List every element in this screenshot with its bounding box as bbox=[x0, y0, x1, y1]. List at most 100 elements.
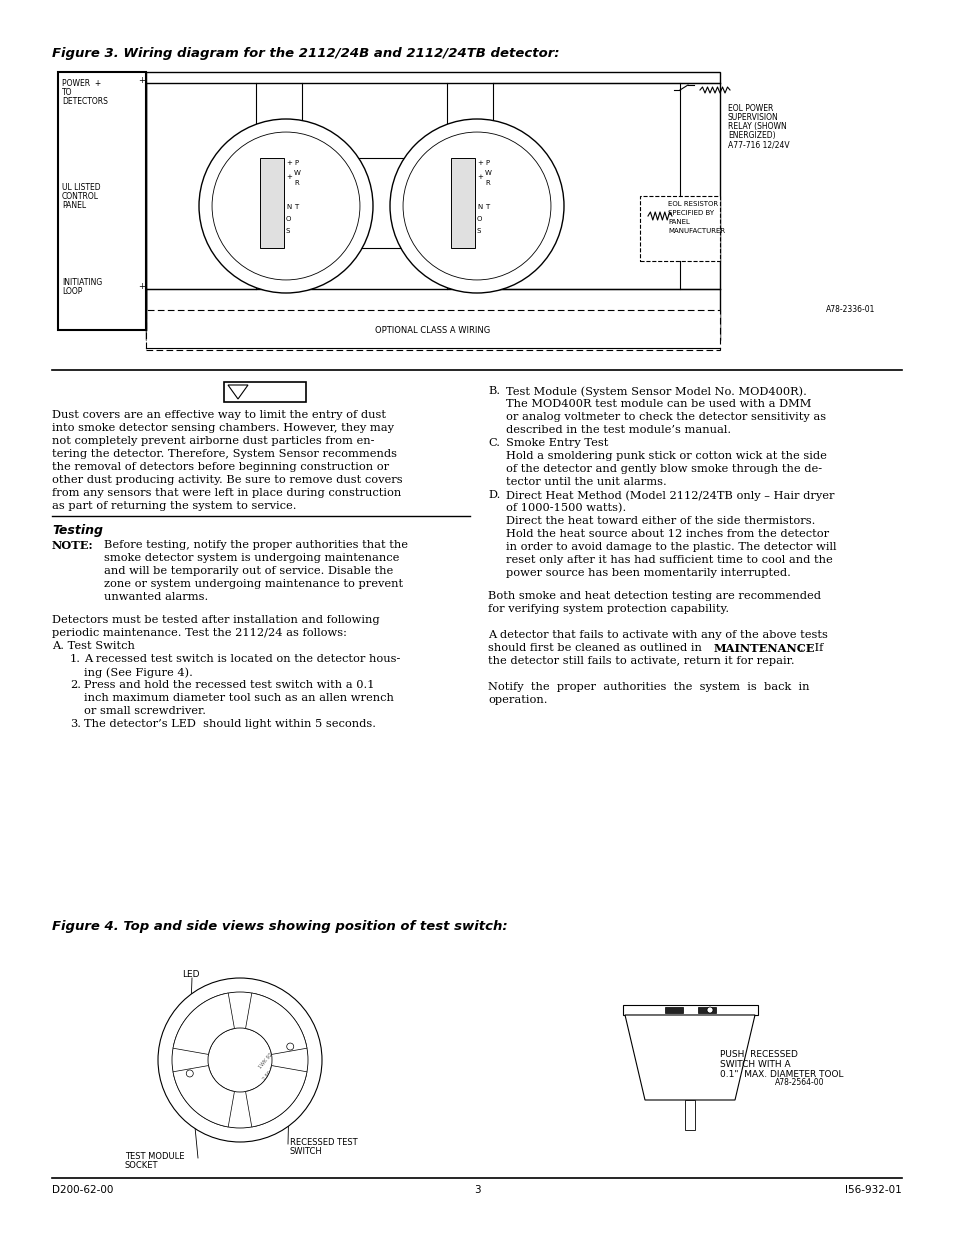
Text: A78-2336-01: A78-2336-01 bbox=[825, 305, 875, 314]
Text: Both smoke and heat detection testing are recommended: Both smoke and heat detection testing ar… bbox=[488, 592, 821, 601]
Text: LOOP: LOOP bbox=[62, 287, 82, 296]
Text: not completely prevent airborne dust particles from en-: not completely prevent airborne dust par… bbox=[52, 436, 375, 446]
Text: periodic maintenance. Test the 2112/24 as follows:: periodic maintenance. Test the 2112/24 a… bbox=[52, 629, 347, 638]
Text: inch maximum diameter tool such as an allen wrench: inch maximum diameter tool such as an al… bbox=[84, 693, 394, 703]
Text: DETECTORS: DETECTORS bbox=[62, 98, 108, 106]
Text: C.: C. bbox=[488, 438, 499, 448]
Text: T: T bbox=[484, 204, 489, 210]
Text: W: W bbox=[484, 170, 492, 177]
Text: CONTROL: CONTROL bbox=[62, 191, 99, 201]
Text: ing (See Figure 4).: ing (See Figure 4). bbox=[84, 667, 193, 678]
Text: and will be temporarily out of service. Disable the: and will be temporarily out of service. … bbox=[104, 566, 393, 576]
Bar bbox=[664, 1007, 682, 1013]
Text: Detectors must be tested after installation and following: Detectors must be tested after installat… bbox=[52, 615, 379, 625]
Wedge shape bbox=[245, 1066, 307, 1128]
Text: as part of returning the system to service.: as part of returning the system to servi… bbox=[52, 501, 296, 511]
Text: from any sensors that were left in place during construction: from any sensors that were left in place… bbox=[52, 488, 401, 498]
Text: Press and hold the recessed test switch with a 0.1: Press and hold the recessed test switch … bbox=[84, 680, 375, 690]
Text: D200-62-00: D200-62-00 bbox=[52, 1186, 113, 1195]
Text: other dust producing activity. Be sure to remove dust covers: other dust producing activity. Be sure t… bbox=[52, 475, 402, 485]
Circle shape bbox=[172, 992, 308, 1128]
Text: 2.: 2. bbox=[70, 680, 81, 690]
Text: O: O bbox=[286, 216, 291, 222]
Text: Direct the heat toward either of the side thermistors.: Direct the heat toward either of the sid… bbox=[505, 516, 815, 526]
Text: T: T bbox=[294, 204, 298, 210]
Text: into smoke detector sensing chambers. However, they may: into smoke detector sensing chambers. Ho… bbox=[52, 424, 394, 433]
Circle shape bbox=[402, 132, 551, 280]
Text: Hold the heat source about 12 inches from the detector: Hold the heat source about 12 inches fro… bbox=[505, 529, 828, 538]
Text: Test Module (System Sensor Model No. MOD400R).: Test Module (System Sensor Model No. MOD… bbox=[505, 387, 806, 396]
Bar bbox=[224, 382, 306, 403]
Text: N: N bbox=[476, 204, 482, 210]
Text: .   If: . If bbox=[800, 643, 822, 653]
Text: O: O bbox=[476, 216, 482, 222]
Wedge shape bbox=[172, 1066, 234, 1128]
Text: R: R bbox=[294, 180, 298, 186]
Text: SOCKET: SOCKET bbox=[125, 1161, 158, 1170]
Text: PANEL: PANEL bbox=[667, 219, 689, 225]
Text: power source has been momentarily interrupted.: power source has been momentarily interr… bbox=[505, 568, 790, 578]
Text: EOL RESISTOR: EOL RESISTOR bbox=[667, 201, 718, 207]
Text: zone or system undergoing maintenance to prevent: zone or system undergoing maintenance to… bbox=[104, 579, 403, 589]
Text: in order to avoid damage to the plastic. The detector will: in order to avoid damage to the plastic.… bbox=[505, 542, 836, 552]
Text: UL LISTED: UL LISTED bbox=[62, 183, 100, 191]
Text: SUPERVISION: SUPERVISION bbox=[727, 112, 778, 122]
Text: +: + bbox=[476, 174, 482, 180]
Text: S: S bbox=[476, 228, 481, 233]
Bar bbox=[639, 196, 720, 261]
Text: The detector’s LED  should light within 5 seconds.: The detector’s LED should light within 5… bbox=[84, 719, 375, 729]
Circle shape bbox=[186, 1070, 193, 1077]
Text: +: + bbox=[476, 161, 482, 165]
Bar bbox=[146, 310, 720, 350]
Text: 1.: 1. bbox=[70, 655, 81, 664]
Text: A78-2564-00: A78-2564-00 bbox=[774, 1078, 823, 1087]
Circle shape bbox=[706, 1007, 712, 1013]
Text: A. Test Switch: A. Test Switch bbox=[52, 641, 134, 651]
Circle shape bbox=[287, 1044, 294, 1050]
Text: TEST MODULE: TEST MODULE bbox=[125, 1152, 184, 1161]
Text: Direct Heat Method (Model 2112/24TB only – Hair dryer: Direct Heat Method (Model 2112/24TB only… bbox=[505, 490, 834, 500]
Circle shape bbox=[390, 119, 563, 293]
Bar bbox=[260, 158, 284, 248]
Text: Before testing, notify the proper authorities that the: Before testing, notify the proper author… bbox=[104, 540, 408, 550]
Text: or small screwdriver.: or small screwdriver. bbox=[84, 706, 206, 716]
Circle shape bbox=[158, 978, 322, 1142]
Text: PUSH  RECESSED: PUSH RECESSED bbox=[720, 1050, 797, 1058]
Text: S: S bbox=[286, 228, 290, 233]
Text: or analog voltmeter to check the detector sensitivity as: or analog voltmeter to check the detecto… bbox=[505, 412, 825, 422]
Text: TO: TO bbox=[62, 88, 72, 98]
Polygon shape bbox=[624, 1015, 754, 1100]
Text: Notify  the  proper  authorities  the  system  is  back  in: Notify the proper authorities the system… bbox=[488, 682, 809, 692]
Text: 2.90 CS: 2.90 CS bbox=[262, 1065, 277, 1082]
Text: operation.: operation. bbox=[488, 695, 547, 705]
Text: SWITCH WITH A: SWITCH WITH A bbox=[720, 1060, 790, 1070]
Text: ENERGIZED): ENERGIZED) bbox=[727, 131, 775, 140]
Text: W: W bbox=[294, 170, 300, 177]
Text: RECESSED TEST: RECESSED TEST bbox=[290, 1137, 357, 1147]
Text: OPTIONAL CLASS A WIRING: OPTIONAL CLASS A WIRING bbox=[375, 326, 490, 335]
Text: POWER  +: POWER + bbox=[62, 79, 101, 88]
Text: LED: LED bbox=[182, 969, 199, 979]
Text: Dust covers are an effective way to limit the entry of dust: Dust covers are an effective way to limi… bbox=[52, 410, 386, 420]
Text: tector until the unit alarms.: tector until the unit alarms. bbox=[505, 477, 666, 487]
Text: N: N bbox=[286, 204, 291, 210]
Circle shape bbox=[208, 1028, 272, 1092]
Text: +: + bbox=[138, 282, 145, 291]
Text: for verifying system protection capability.: for verifying system protection capabili… bbox=[488, 604, 728, 614]
Text: Figure 4. Top and side views showing position of test switch:: Figure 4. Top and side views showing pos… bbox=[52, 920, 507, 932]
Text: A recessed test switch is located on the detector hous-: A recessed test switch is located on the… bbox=[84, 655, 400, 664]
Text: MAINTENANCE: MAINTENANCE bbox=[713, 643, 815, 655]
Text: +: + bbox=[286, 161, 292, 165]
Bar bbox=[622, 1005, 758, 1015]
Text: reset only after it has had sufficient time to cool and the: reset only after it has had sufficient t… bbox=[505, 555, 832, 564]
Text: A detector that fails to activate with any of the above tests: A detector that fails to activate with a… bbox=[488, 630, 827, 640]
Text: The MOD400R test module can be used with a DMM: The MOD400R test module can be used with… bbox=[505, 399, 810, 409]
Polygon shape bbox=[228, 385, 248, 399]
Text: CAUTION: CAUTION bbox=[251, 387, 303, 396]
Text: Smoke Entry Test: Smoke Entry Test bbox=[505, 438, 608, 448]
Text: Figure 3. Wiring diagram for the 2112/24B and 2112/24TB detector:: Figure 3. Wiring diagram for the 2112/24… bbox=[52, 47, 558, 61]
Text: 0.1"  MAX. DIAMETER TOOL: 0.1" MAX. DIAMETER TOOL bbox=[720, 1070, 842, 1079]
Text: I56-932-01: I56-932-01 bbox=[844, 1186, 901, 1195]
Text: Hold a smoldering punk stick or cotton wick at the side: Hold a smoldering punk stick or cotton w… bbox=[505, 451, 826, 461]
Text: B.: B. bbox=[488, 387, 499, 396]
